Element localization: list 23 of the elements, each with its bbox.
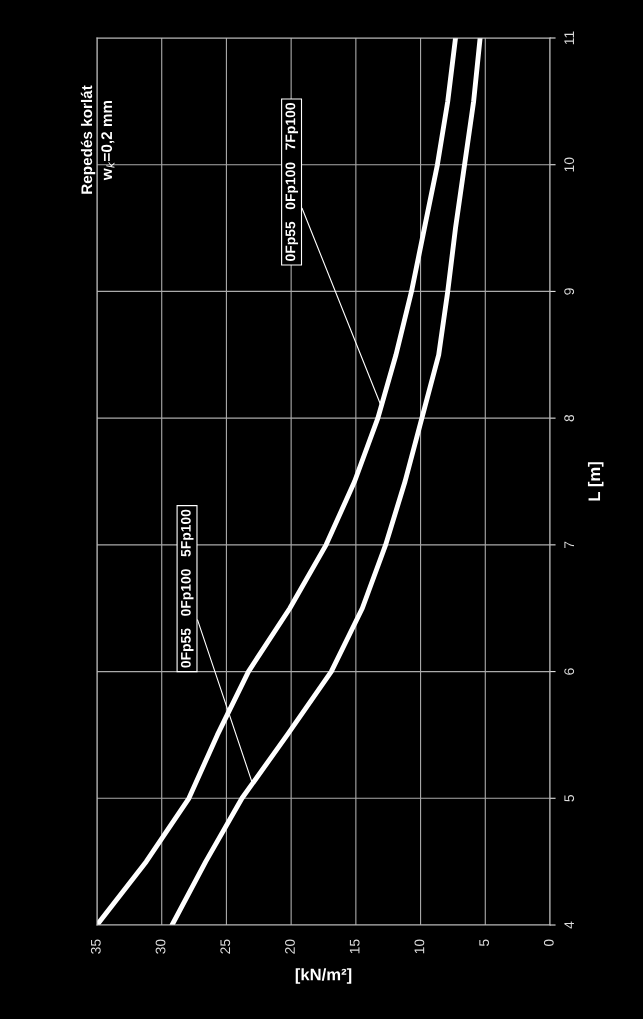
text: w$_{k}$=0,2 mm [101,100,115,181]
annotation: 0Fp55 0Fp100 7Fp100 [285,103,299,261]
y-tick-label: 7 [564,541,574,549]
y-tick-label: 11 [564,31,574,45]
y-tick-label: 10 [564,157,575,172]
line-series [169,38,483,925]
x-tick-label: 10 [414,939,425,954]
x-tick-label: 0 [543,939,554,947]
y-tick-label: 8 [564,414,575,422]
x-tick-label: 15 [349,939,360,954]
x-tick-label: 5 [479,939,490,947]
y-tick-label: 4 [564,921,574,929]
x-tick-label: 30 [155,939,166,954]
annotation: 0Fp55 0Fp100 5Fp100 [180,509,194,668]
x-tick-label: 35 [90,939,101,954]
y-axis-title: L [m] [587,462,604,501]
y-tick-label: 9 [564,288,575,295]
x-tick-label: 25 [220,939,231,954]
x-axis-title: [kN/m²] [295,968,352,984]
y-tick-label: 6 [564,668,575,675]
text: Repedés korlát [80,85,96,194]
y-tick-label: 5 [564,795,575,802]
x-tick-label: 20 [285,939,295,954]
